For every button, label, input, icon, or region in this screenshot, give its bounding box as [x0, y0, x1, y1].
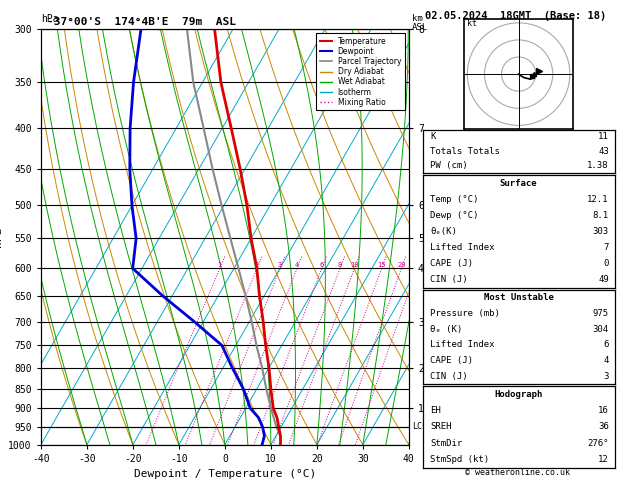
- Text: 1.38: 1.38: [587, 161, 609, 170]
- Text: 276°: 276°: [587, 438, 609, 448]
- Text: LCL: LCL: [413, 422, 428, 432]
- Text: 3: 3: [278, 262, 282, 268]
- Text: km
ASL: km ASL: [412, 14, 428, 32]
- Text: 7: 7: [603, 243, 609, 252]
- Text: Temp (°C): Temp (°C): [430, 194, 479, 204]
- Text: K: K: [430, 132, 436, 141]
- Text: 12.1: 12.1: [587, 194, 609, 204]
- Text: 12: 12: [598, 455, 609, 464]
- Text: hPa: hPa: [41, 14, 58, 24]
- Text: Most Unstable: Most Unstable: [484, 294, 554, 302]
- Text: 10: 10: [350, 262, 359, 268]
- Text: θₑ (K): θₑ (K): [430, 325, 462, 334]
- Text: 975: 975: [593, 309, 609, 318]
- Text: PW (cm): PW (cm): [430, 161, 468, 170]
- Text: 15: 15: [377, 262, 386, 268]
- Text: 1: 1: [218, 262, 221, 268]
- Y-axis label: Mixing Ratio (g/kg): Mixing Ratio (g/kg): [426, 190, 435, 284]
- Text: StmSpd (kt): StmSpd (kt): [430, 455, 489, 464]
- Text: kt: kt: [467, 19, 477, 28]
- Text: Lifted Index: Lifted Index: [430, 340, 495, 349]
- Text: CAPE (J): CAPE (J): [430, 356, 474, 365]
- Text: 6: 6: [603, 340, 609, 349]
- Text: 4: 4: [294, 262, 299, 268]
- Text: Dewp (°C): Dewp (°C): [430, 211, 479, 220]
- Y-axis label: hPa: hPa: [0, 227, 3, 247]
- Text: 2: 2: [255, 262, 259, 268]
- Text: 8: 8: [338, 262, 342, 268]
- Text: 16: 16: [598, 406, 609, 415]
- Text: 6: 6: [320, 262, 324, 268]
- Text: CAPE (J): CAPE (J): [430, 259, 474, 268]
- Text: 11: 11: [598, 132, 609, 141]
- Text: θₑ(K): θₑ(K): [430, 227, 457, 236]
- Text: CIN (J): CIN (J): [430, 275, 468, 284]
- Text: 4: 4: [603, 356, 609, 365]
- Text: CIN (J): CIN (J): [430, 372, 468, 381]
- Text: 02.05.2024  18GMT  (Base: 18): 02.05.2024 18GMT (Base: 18): [425, 11, 606, 21]
- Text: Totals Totals: Totals Totals: [430, 147, 500, 156]
- Text: 8.1: 8.1: [593, 211, 609, 220]
- Text: Hodograph: Hodograph: [494, 390, 543, 399]
- Text: 3: 3: [603, 372, 609, 381]
- Text: Surface: Surface: [500, 178, 537, 188]
- Text: 43: 43: [598, 147, 609, 156]
- X-axis label: Dewpoint / Temperature (°C): Dewpoint / Temperature (°C): [134, 469, 316, 479]
- Text: Lifted Index: Lifted Index: [430, 243, 495, 252]
- Text: 303: 303: [593, 227, 609, 236]
- Text: 36: 36: [598, 422, 609, 431]
- Text: EH: EH: [430, 406, 441, 415]
- Legend: Temperature, Dewpoint, Parcel Trajectory, Dry Adiabat, Wet Adiabat, Isotherm, Mi: Temperature, Dewpoint, Parcel Trajectory…: [316, 33, 405, 110]
- Text: 0: 0: [603, 259, 609, 268]
- Text: 20: 20: [397, 262, 406, 268]
- Text: Pressure (mb): Pressure (mb): [430, 309, 500, 318]
- Text: 49: 49: [598, 275, 609, 284]
- Text: -37°00'S  174°4B'E  79m  ASL: -37°00'S 174°4B'E 79m ASL: [47, 17, 236, 27]
- Text: © weatheronline.co.uk: © weatheronline.co.uk: [465, 468, 569, 477]
- Text: StmDir: StmDir: [430, 438, 462, 448]
- Text: SREH: SREH: [430, 422, 452, 431]
- Text: 304: 304: [593, 325, 609, 334]
